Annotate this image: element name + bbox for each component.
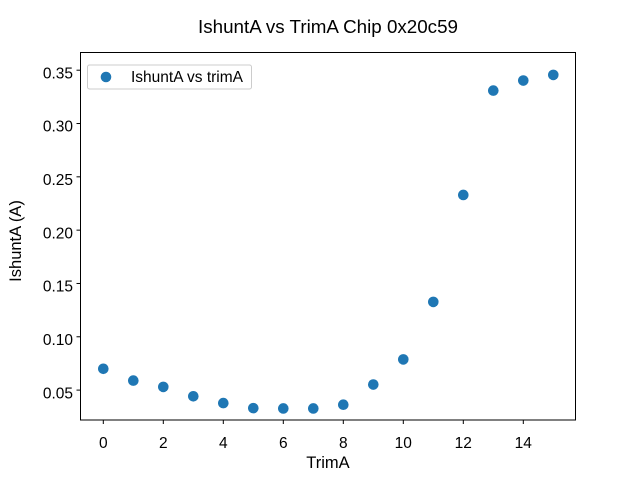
- svg-text:12: 12: [455, 435, 472, 452]
- svg-text:IshuntA (A): IshuntA (A): [7, 200, 25, 282]
- svg-text:0.25: 0.25: [43, 172, 73, 189]
- svg-text:6: 6: [279, 435, 288, 452]
- svg-text:0.05: 0.05: [43, 385, 73, 402]
- svg-text:10: 10: [395, 435, 413, 452]
- svg-text:0.15: 0.15: [43, 279, 73, 296]
- svg-text:14: 14: [515, 435, 533, 452]
- svg-text:TrimA: TrimA: [306, 454, 349, 472]
- svg-text:0.10: 0.10: [43, 332, 74, 349]
- svg-text:IshuntA vs trimA: IshuntA vs trimA: [131, 69, 244, 86]
- svg-text:0: 0: [99, 435, 108, 452]
- svg-text:8: 8: [339, 435, 348, 452]
- svg-text:0.20: 0.20: [43, 225, 74, 242]
- svg-text:IshuntA vs TrimA Chip 0x20c59: IshuntA vs TrimA Chip 0x20c59: [198, 16, 458, 37]
- svg-text:2: 2: [159, 435, 168, 452]
- svg-text:4: 4: [219, 435, 228, 452]
- svg-text:0.35: 0.35: [43, 65, 73, 82]
- svg-text:0.30: 0.30: [43, 119, 74, 136]
